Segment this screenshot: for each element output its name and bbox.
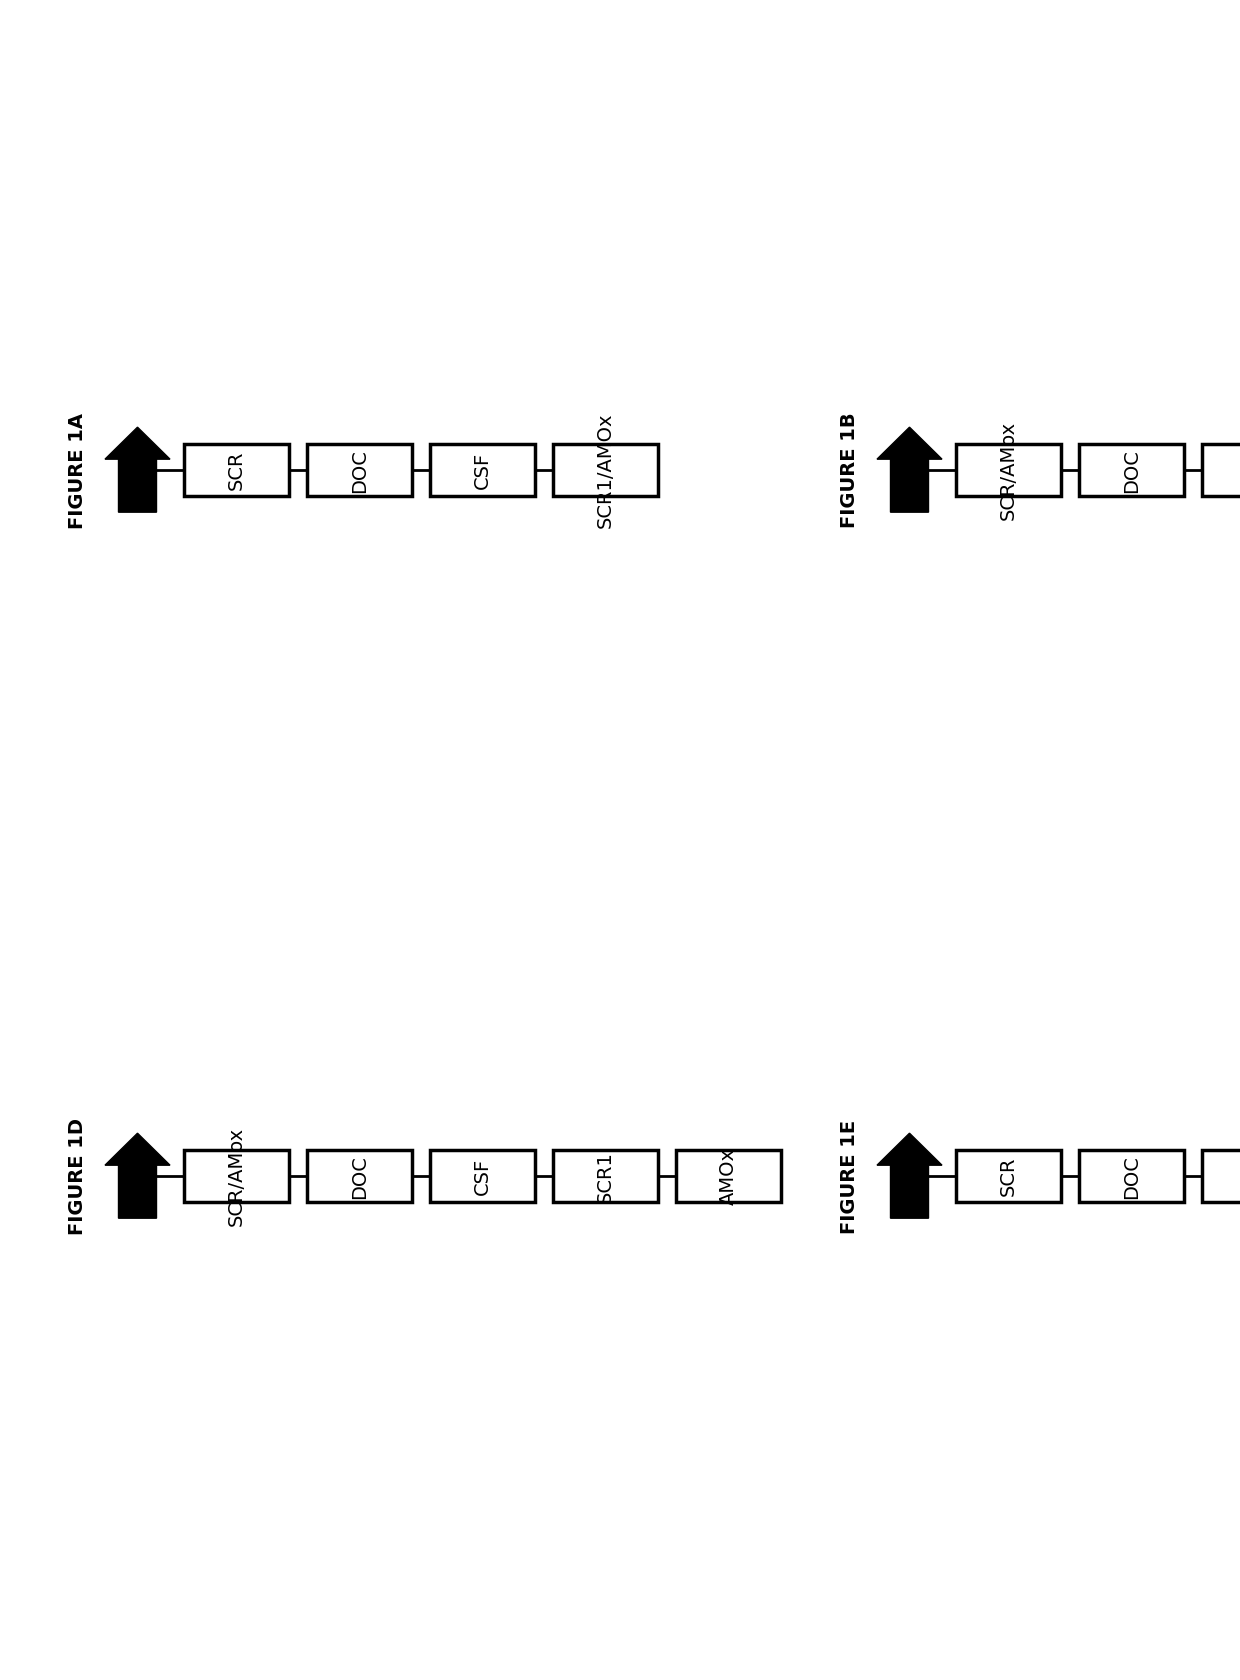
Text: DOC: DOC <box>1122 449 1141 492</box>
Text: FIGURE 1D: FIGURE 1D <box>68 1117 87 1235</box>
Text: FIGURE 1A: FIGURE 1A <box>68 412 87 529</box>
Bar <box>308 1151 412 1201</box>
Bar <box>553 1151 658 1201</box>
Polygon shape <box>877 428 942 512</box>
Polygon shape <box>105 1134 170 1218</box>
Bar <box>676 1151 781 1201</box>
Text: SCR: SCR <box>999 1156 1018 1196</box>
Bar <box>430 445 534 496</box>
Polygon shape <box>105 428 170 512</box>
Text: FIGURE 1E: FIGURE 1E <box>839 1119 859 1233</box>
Polygon shape <box>877 1134 942 1218</box>
Text: SCR/AMox: SCR/AMox <box>999 422 1018 519</box>
Text: CSF: CSF <box>472 1158 492 1194</box>
Bar <box>184 445 289 496</box>
Bar <box>1079 445 1184 496</box>
Text: DOC: DOC <box>350 449 370 492</box>
Text: AMOx: AMOx <box>719 1147 738 1205</box>
Bar <box>430 1151 534 1201</box>
Bar <box>1079 1151 1184 1201</box>
Text: SCR1/AMOx: SCR1/AMOx <box>596 413 615 528</box>
Bar <box>1202 1151 1240 1201</box>
Text: FIGURE 1B: FIGURE 1B <box>839 413 859 528</box>
Text: SCR/AMox: SCR/AMox <box>227 1127 246 1225</box>
Bar <box>184 1151 289 1201</box>
Text: DOC: DOC <box>1122 1154 1141 1198</box>
Text: DOC: DOC <box>350 1154 370 1198</box>
Bar <box>1202 445 1240 496</box>
Bar <box>956 1151 1061 1201</box>
Text: SCR: SCR <box>227 450 246 491</box>
Bar <box>553 445 658 496</box>
Bar <box>956 445 1061 496</box>
Bar <box>308 445 412 496</box>
Text: CSF: CSF <box>472 452 492 489</box>
Text: SCR1: SCR1 <box>596 1151 615 1201</box>
